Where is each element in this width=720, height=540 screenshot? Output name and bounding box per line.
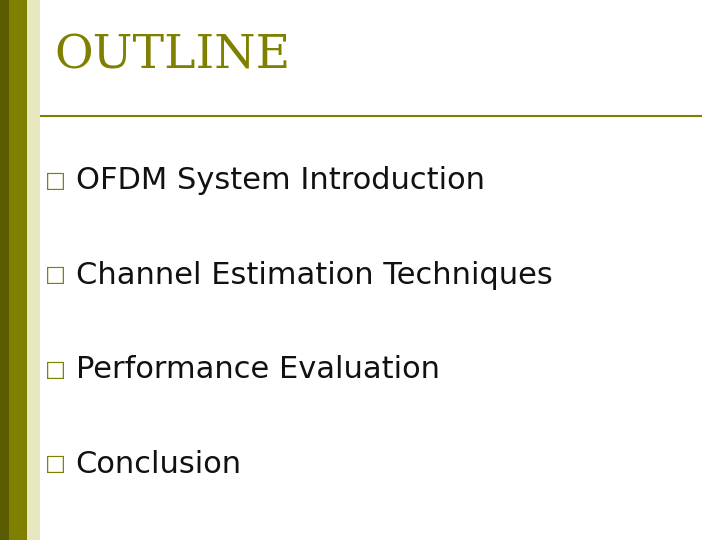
Text: OFDM System Introduction: OFDM System Introduction xyxy=(76,166,485,195)
Text: □: □ xyxy=(45,360,66,380)
Text: Channel Estimation Techniques: Channel Estimation Techniques xyxy=(76,261,552,290)
Bar xyxy=(0,0,9,540)
Bar xyxy=(9,0,27,540)
Text: Performance Evaluation: Performance Evaluation xyxy=(76,355,440,384)
Text: □: □ xyxy=(45,265,66,286)
Text: □: □ xyxy=(45,171,66,191)
Text: Conclusion: Conclusion xyxy=(76,450,242,479)
Bar xyxy=(0,0,40,540)
Text: □: □ xyxy=(45,454,66,475)
Text: OUTLINE: OUTLINE xyxy=(54,33,290,78)
